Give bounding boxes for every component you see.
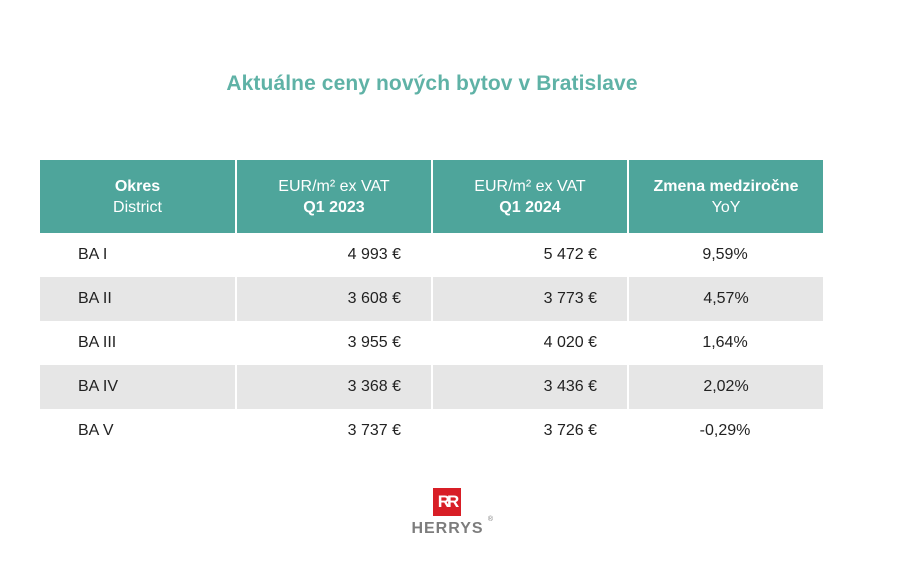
header-q1-2024-unit: EUR/m² ex VAT	[474, 177, 586, 195]
page-title: Aktuálne ceny nových bytov v Bratislave	[226, 72, 638, 95]
price-2023-cell: 3 737 €	[347, 422, 401, 439]
price-2024-cell: 5 472 €	[543, 246, 597, 263]
yoy-cell: 9,59%	[702, 246, 748, 263]
price-2024-cell: 3 773 €	[431, 277, 627, 321]
price-table: Okres District EUR/m² ex VAT Q1 2023 EUR…	[40, 160, 823, 453]
header-yoy: Zmena medziročne YoY	[627, 160, 823, 233]
district-cell: BA II	[78, 290, 112, 307]
header-q1-2023: EUR/m² ex VAT Q1 2023	[235, 160, 431, 233]
header-district-label: Okres	[114, 177, 161, 195]
yoy-cell: 2,02%	[627, 365, 823, 409]
district-cell: BA I	[78, 246, 108, 263]
district-cell: BA III	[78, 334, 117, 351]
table-row: BA IV 3 368 € 3 436 € 2,02%	[40, 365, 823, 409]
header-q1-2023-period: Q1 2023	[303, 198, 365, 216]
herrys-logo: RR HERRYS ®	[400, 488, 495, 548]
header-q1-2024-period: Q1 2024	[499, 198, 561, 216]
district-cell: BA V	[78, 422, 114, 439]
price-2024-cell: 3 726 €	[543, 422, 597, 439]
yoy-cell: -0,29%	[699, 422, 751, 439]
table-header: Okres District EUR/m² ex VAT Q1 2023 EUR…	[40, 160, 823, 233]
district-cell: BA IV	[78, 378, 119, 395]
header-yoy-label: Zmena medziročne	[653, 177, 799, 195]
logo-mark: RR	[433, 488, 461, 516]
header-q1-2023-unit: EUR/m² ex VAT	[278, 177, 390, 195]
table-row: BA III 3 955 € 4 020 € 1,64%	[40, 321, 823, 365]
table-row: BA I 4 993 € 5 472 € 9,59%	[40, 233, 823, 277]
yoy-cell: 4,57%	[627, 277, 823, 321]
price-2024-cell: 3 436 €	[431, 365, 627, 409]
registered-mark: ®	[487, 516, 493, 523]
table-row: BA V 3 737 € 3 726 € -0,29%	[40, 409, 823, 453]
yoy-cell: 1,64%	[702, 334, 748, 351]
table-row: BA II 3 608 € 3 773 € 4,57%	[40, 277, 823, 321]
price-2023-cell: 4 993 €	[347, 246, 401, 263]
price-2023-cell: 3 955 €	[347, 334, 401, 351]
header-district: Okres District	[40, 160, 235, 233]
header-yoy-sublabel: YoY	[711, 198, 741, 216]
header-q1-2024: EUR/m² ex VAT Q1 2024	[431, 160, 627, 233]
header-district-sublabel: District	[113, 198, 162, 216]
price-2023-cell: 3 608 €	[235, 277, 431, 321]
logo-text: HERRYS	[411, 520, 484, 537]
price-2023-cell: 3 368 €	[235, 365, 431, 409]
price-2024-cell: 4 020 €	[543, 334, 597, 351]
